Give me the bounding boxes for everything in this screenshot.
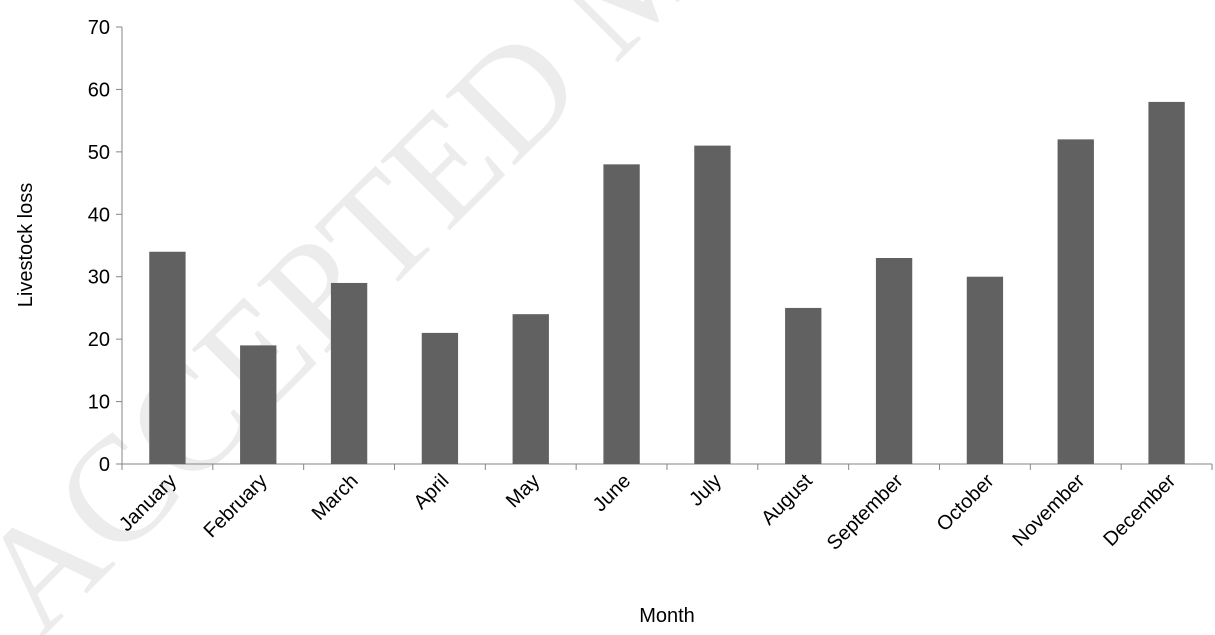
- bar: [149, 251, 186, 464]
- bar: [421, 332, 459, 464]
- bar: [330, 282, 368, 464]
- bar: [694, 145, 731, 464]
- bar: [512, 314, 549, 464]
- x-tick-label: June: [589, 470, 635, 516]
- x-tick-label: July: [685, 470, 726, 511]
- y-tick-label: 10: [88, 392, 110, 414]
- x-axis-title: Month: [639, 605, 695, 627]
- x-tick-label: April: [410, 470, 454, 514]
- y-tick-label: 60: [88, 79, 110, 101]
- x-tick-label: September: [823, 470, 908, 555]
- x-tick-label: October: [933, 470, 999, 536]
- bar: [785, 307, 822, 464]
- y-tick-label: 70: [88, 17, 110, 39]
- y-tick-label: 30: [88, 267, 110, 289]
- bar: [240, 345, 277, 464]
- bar: [1148, 101, 1185, 465]
- x-tick-label: August: [757, 470, 817, 530]
- x-tick-label: March: [308, 470, 363, 525]
- bar: [1057, 139, 1094, 464]
- y-tick-label: 20: [88, 329, 110, 351]
- y-tick-label: 50: [88, 142, 110, 164]
- bar: [603, 164, 640, 465]
- bar: [966, 276, 1004, 464]
- y-axis-title: Livestock loss: [15, 183, 37, 308]
- bar: [875, 257, 913, 464]
- y-tick-label: 40: [88, 204, 110, 226]
- y-tick-label: 0: [99, 454, 110, 476]
- x-tick-label: November: [1008, 470, 1089, 551]
- x-tick-label: December: [1099, 470, 1180, 551]
- x-tick-label: May: [502, 470, 544, 512]
